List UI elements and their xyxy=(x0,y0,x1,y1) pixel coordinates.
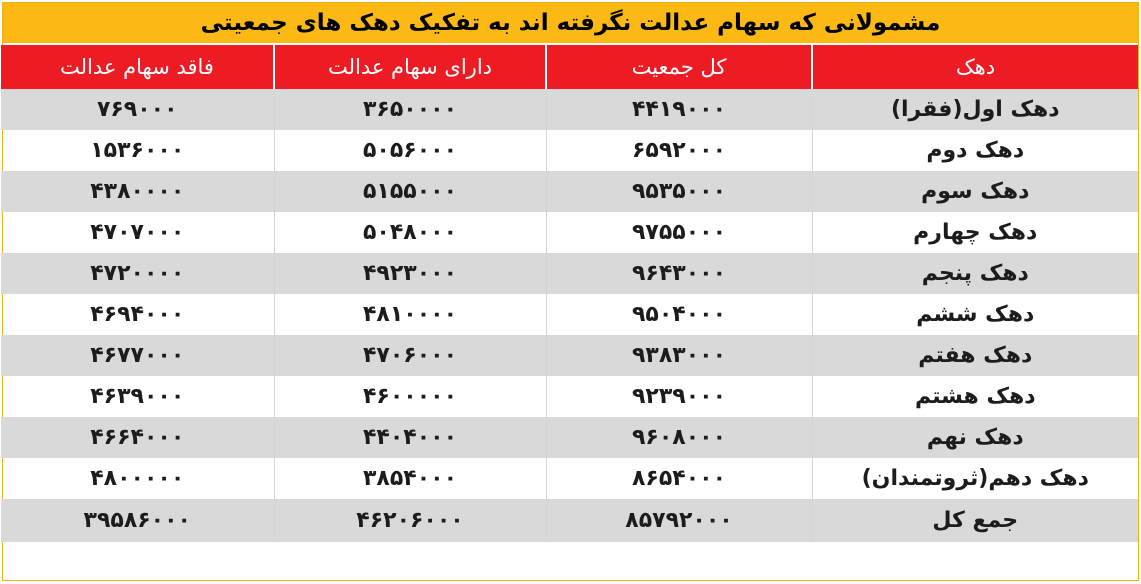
header-has-shares: دارای سهام عدالت xyxy=(273,45,546,89)
no-shares-cell: ۴۳۸۰۰۰۰ xyxy=(1,171,274,212)
table-row: دهک چهارم ۹۷۵۵۰۰۰ ۵۰۴۸۰۰۰ ۴۷۰۷۰۰۰ xyxy=(1,212,1138,253)
decile-cell: دهک هشتم xyxy=(811,376,1138,417)
no-shares-cell: ۷۶۹۰۰۰ xyxy=(1,89,274,130)
total-population-cell: ۹۷۵۵۰۰۰ xyxy=(545,212,812,253)
has-shares-cell: ۵۱۵۵۰۰۰ xyxy=(273,171,546,212)
table-row: دهک دوم ۶۵۹۲۰۰۰ ۵۰۵۶۰۰۰ ۱۵۳۶۰۰۰ xyxy=(1,130,1138,171)
decile-cell: دهک پنجم xyxy=(811,253,1138,294)
no-shares-cell: ۴۶۳۹۰۰۰ xyxy=(90,384,185,409)
has-shares-cell: ۴۷۰۶۰۰۰ xyxy=(273,335,546,376)
total-label-cell: جمع کل xyxy=(811,499,1138,542)
has-shares-cell: ۳۶۵۰۰۰۰ xyxy=(273,89,546,130)
table-row: دهک پنجم ۹۶۴۳۰۰۰ ۴۹۲۳۰۰۰ ۴۷۲۰۰۰۰ xyxy=(1,253,1138,294)
no-shares-cell: ۴۷۲۰۰۰۰ xyxy=(1,253,274,294)
total-population-cell: ۶۵۹۲۰۰۰ xyxy=(545,130,812,171)
total-population-cell: ۹۲۳۹۰۰۰ xyxy=(545,376,812,417)
no-shares-cell: ۴۶۹۴۰۰۰ xyxy=(90,302,185,327)
decile-cell: دهک اول(فقرا) xyxy=(811,89,1138,130)
deciles-table: دهک کل جمعیت دارای سهام عدالت فاقد سهام … xyxy=(1,45,1138,542)
table-row: دهک هفتم ۹۳۸۳۰۰۰ ۴۷۰۶۰۰۰ ۴۶۷۷۰۰۰ xyxy=(1,335,1138,376)
no-shares-cell: ۴۷۰۷۰۰۰ xyxy=(90,220,185,245)
total-population-cell: ۸۶۵۴۰۰۰ xyxy=(545,458,812,499)
total-population-cell: ۹۶۰۸۰۰۰ xyxy=(545,417,812,458)
decile-cell: دهک دهم(ثروتمندان) xyxy=(811,458,1138,499)
total-population-cell: ۹۶۴۳۰۰۰ xyxy=(545,253,812,294)
table-row: دهک ششم ۹۵۰۴۰۰۰ ۴۸۱۰۰۰۰ ۴۶۹۴۰۰۰ xyxy=(1,294,1138,335)
no-shares-cell: ۴۶۷۷۰۰۰ xyxy=(1,335,274,376)
table-row: دهک دهم(ثروتمندان) ۸۶۵۴۰۰۰ ۳۸۵۴۰۰۰ ۴۸۰۰۰… xyxy=(1,458,1138,499)
decile-cell: دهک نهم xyxy=(811,417,1138,458)
table-title: مشمولانی که سهام عدالت نگرفته اند به تفک… xyxy=(3,3,1138,45)
total-population-cell: ۴۴۱۹۰۰۰ xyxy=(545,89,812,130)
header-total-population: کل جمعیت xyxy=(545,45,812,89)
table-row: دهک اول(فقرا) ۴۴۱۹۰۰۰ ۳۶۵۰۰۰۰ ۷۶۹۰۰۰ xyxy=(1,89,1138,130)
no-shares-cell: ۱۵۳۶۰۰۰ xyxy=(90,138,185,163)
table-header-row: دهک کل جمعیت دارای سهام عدالت فاقد سهام … xyxy=(1,45,1138,89)
no-shares-cell: ۴۸۰۰۰۰۰ xyxy=(90,466,185,491)
total-population-cell: ۹۵۰۴۰۰۰ xyxy=(545,294,812,335)
header-no-shares: فاقد سهام عدالت xyxy=(1,45,274,89)
no-shares-cell: ۴۶۶۴۰۰۰ xyxy=(1,417,274,458)
has-shares-cell: ۵۰۵۶۰۰۰ xyxy=(273,130,546,171)
has-shares-cell: ۴۶۰۰۰۰۰ xyxy=(273,376,546,417)
total-population-cell: ۹۵۳۵۰۰۰ xyxy=(545,171,812,212)
has-shares-cell: ۴۹۲۳۰۰۰ xyxy=(273,253,546,294)
table-row: دهک هشتم ۹۲۳۹۰۰۰ ۴۶۰۰۰۰۰ ۴۶۳۹۰۰۰ xyxy=(1,376,1138,417)
total-population-cell: ۹۳۸۳۰۰۰ xyxy=(545,335,812,376)
decile-cell: دهک هفتم xyxy=(811,335,1138,376)
decile-cell: دهک دوم xyxy=(811,130,1138,171)
has-shares-cell: ۳۸۵۴۰۰۰ xyxy=(273,458,546,499)
table-row: دهک نهم ۹۶۰۸۰۰۰ ۴۴۰۴۰۰۰ ۴۶۶۴۰۰۰ xyxy=(1,417,1138,458)
no-shares-cell: ۳۹۵۸۶۰۰۰ xyxy=(1,499,274,542)
decile-cell: دهک چهارم xyxy=(811,212,1138,253)
has-shares-cell: ۴۸۱۰۰۰۰ xyxy=(273,294,546,335)
decile-cell: دهک سوم xyxy=(811,171,1138,212)
has-shares-cell: ۴۶۲۰۶۰۰۰ xyxy=(273,499,546,542)
decile-cell: دهک ششم xyxy=(811,294,1138,335)
table-total-row: جمع کل ۸۵۷۹۲۰۰۰ ۴۶۲۰۶۰۰۰ ۳۹۵۸۶۰۰۰ xyxy=(1,499,1138,542)
table-row: دهک سوم ۹۵۳۵۰۰۰ ۵۱۵۵۰۰۰ ۴۳۸۰۰۰۰ xyxy=(1,171,1138,212)
has-shares-cell: ۵۰۴۸۰۰۰ xyxy=(273,212,546,253)
total-population-cell: ۸۵۷۹۲۰۰۰ xyxy=(545,499,812,542)
has-shares-cell: ۴۴۰۴۰۰۰ xyxy=(273,417,546,458)
header-decile: دهک xyxy=(811,45,1138,89)
